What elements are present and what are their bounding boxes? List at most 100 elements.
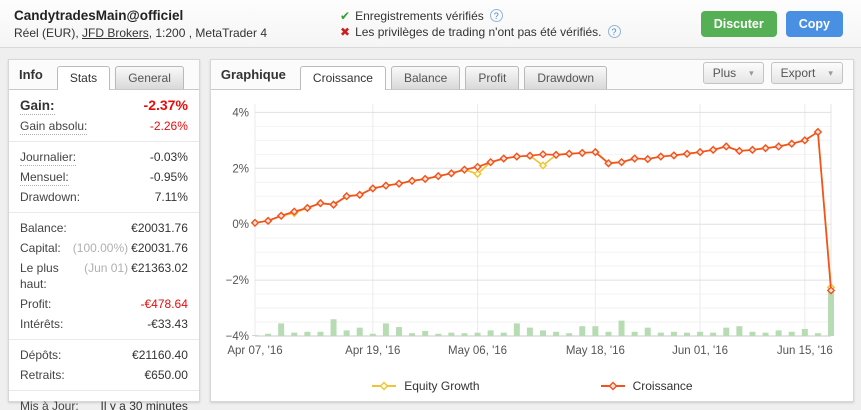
legend-label: Croissance — [632, 379, 693, 393]
verification-text: Les privilèges de trading n'ont pas été … — [355, 24, 602, 39]
verification-row-records: ✔ Enregistrements vérifiés ? — [340, 9, 701, 23]
verification-row-privileges: ✖ Les privilèges de trading n'ont pas ét… — [340, 25, 701, 39]
tab-balance[interactable]: Balance — [390, 66, 461, 89]
stat-label: Drawdown: — [20, 190, 81, 204]
tab-general[interactable]: General — [115, 66, 184, 89]
account-info: CandytradesMain@officiel Réel (EUR), JFD… — [14, 8, 340, 40]
svg-text:Jun 15, '16: Jun 15, '16 — [777, 345, 833, 357]
tab-croissance[interactable]: Croissance — [299, 66, 386, 90]
help-icon[interactable]: ? — [607, 25, 621, 38]
growth-chart[interactable]: 4% 2% 0% −2% −4% Apr 07, '16 Apr 19, '16 May 06… — [215, 96, 845, 368]
svg-text:−4%: −4% — [226, 331, 249, 343]
svg-text:May 06, '16: May 06, '16 — [448, 345, 507, 357]
stat-row: Journalier: -0.03% — [9, 147, 199, 167]
stat-label: Dépôts: — [20, 348, 62, 362]
cross-icon: ✖ — [340, 24, 351, 39]
stat-value: -2.37% — [143, 97, 188, 113]
stat-label: Balance: — [20, 221, 67, 235]
account-subtitle: Réel (EUR), JFD Brokers, 1:200 , MetaTra… — [14, 26, 340, 40]
stat-group: Mis à Jour:Il y a 30 minutesSuivi2 — [9, 391, 199, 410]
account-type: Réel (EUR), — [14, 25, 83, 40]
stat-row: Drawdown: 7.11% — [9, 187, 199, 207]
export-dropdown[interactable]: Export ▾ — [770, 62, 843, 84]
verification-text: Enregistrements vérifiés — [355, 8, 484, 23]
account-details: , 1:200 , MetaTrader 4 — [148, 25, 267, 40]
tab-profit[interactable]: Profit — [465, 66, 520, 89]
stat-value: (100.00%) €20031.76 — [72, 241, 188, 255]
stat-value: -€478.64 — [140, 297, 188, 311]
stats-groups: Gain: -2.37% Gain absolu: -2.26% Journalier:… — [9, 90, 199, 410]
stat-value: -2.26% — [149, 119, 188, 133]
stat-row: Balance: €20031.76 — [9, 218, 199, 238]
svg-text:Jun 01, '16: Jun 01, '16 — [672, 345, 728, 357]
copy-button[interactable]: Copy — [785, 10, 843, 37]
stat-row: Dépôts: €21160.40 — [9, 345, 199, 365]
chart-title-graphique[interactable]: Graphique — [220, 67, 286, 82]
help-icon[interactable]: ? — [489, 9, 503, 22]
stat-row: Retraits: €650.00 — [9, 365, 199, 385]
stat-row: Le plus haut: (Jun 01) €21363.02 — [9, 258, 199, 294]
plus-dropdown[interactable]: Plus ▾ — [702, 62, 764, 84]
tab-drawdown[interactable]: Drawdown — [524, 66, 608, 89]
stat-label: Gain absolu: — [20, 119, 88, 135]
stat-value: (Jun 01) €21363.02 — [84, 261, 188, 275]
tab-stats[interactable]: Stats — [56, 66, 111, 90]
legend-marker-icon — [372, 381, 397, 391]
chevron-down-icon: ▾ — [828, 67, 833, 78]
stat-label: Le plus haut: — [20, 261, 59, 291]
svg-text:4%: 4% — [232, 107, 249, 119]
legend-item[interactable]: Equity Growth — [371, 379, 480, 393]
stat-value: -€33.43 — [147, 317, 188, 331]
stat-row: Mis à Jour: Il y a 30 minutes — [9, 396, 199, 410]
svg-text:May 18, '16: May 18, '16 — [566, 345, 625, 357]
legend-label: Equity Growth — [404, 379, 480, 393]
stat-value: €21160.40 — [132, 348, 188, 362]
stat-value: 7.11% — [154, 190, 188, 204]
stat-group: Balance: €20031.76 Capital: (100.00%) €20031… — [9, 213, 199, 340]
check-icon: ✔ — [340, 8, 351, 23]
stat-value-prefix: (100.00%) — [72, 241, 129, 255]
sidebar-tabbar: Info Stats General — [9, 60, 199, 90]
chart-panel: Graphique Croissance Balance Profit Draw… — [209, 59, 854, 403]
account-header: CandytradesMain@officiel Réel (EUR), JFD… — [0, 0, 861, 48]
legend-marker-icon — [600, 381, 625, 391]
svg-text:2%: 2% — [232, 163, 249, 175]
stat-group: Gain: -2.37% Gain absolu: -2.26% — [9, 90, 199, 142]
account-name: CandytradesMain@officiel — [14, 7, 184, 23]
svg-text:Apr 19, '16: Apr 19, '16 — [345, 345, 400, 357]
export-dropdown-label: Export — [780, 66, 816, 80]
svg-text:0%: 0% — [232, 219, 249, 231]
info-sidebar: Info Stats General Gain: -2.37% Gain absol… — [8, 59, 200, 410]
chart-body: 4% 2% 0% −2% −4% Apr 07, '16 Apr 19, '16 May 06… — [211, 90, 853, 373]
legend-item[interactable]: Croissance — [600, 379, 693, 393]
stat-row: Mensuel: -0.95% — [9, 167, 199, 187]
broker-link[interactable]: JFD Brokers — [82, 25, 149, 40]
chart-menus: Plus ▾ Export ▾ — [702, 62, 843, 89]
stat-value-prefix: (Jun 01) — [84, 261, 129, 275]
chart-tabbar: Graphique Croissance Balance Profit Draw… — [210, 60, 853, 90]
stat-label: Mis à Jour: — [20, 399, 79, 410]
discuss-button[interactable]: Discuter — [700, 10, 777, 37]
svg-text:Apr 07, '16: Apr 07, '16 — [227, 345, 282, 357]
chevron-down-icon: ▾ — [749, 67, 754, 78]
stat-value: €650.00 — [144, 368, 188, 382]
chart-legend: Equity Growth Croissance — [211, 373, 853, 403]
stat-label: Capital: — [20, 241, 61, 255]
stat-group: Dépôts: €21160.40 Retraits: €650.00 — [9, 340, 199, 391]
stat-label: Journalier: — [20, 150, 77, 166]
stat-row: Intérêts: -€33.43 — [9, 314, 199, 334]
stat-label: Retraits: — [20, 368, 65, 382]
verification-block: ✔ Enregistrements vérifiés ? ✖ Les privi… — [340, 7, 701, 41]
stat-label: Intérêts: — [20, 317, 64, 331]
stat-label: Gain: — [20, 98, 55, 115]
stat-value: -0.03% — [149, 150, 188, 164]
sidebar-title-info[interactable]: Info — [19, 67, 43, 82]
stat-row: Gain: -2.37% — [9, 95, 199, 116]
plus-dropdown-label: Plus — [712, 66, 737, 80]
main-content: Info Stats General Gain: -2.37% Gain absol… — [0, 48, 861, 410]
stat-label: Profit: — [20, 297, 52, 311]
stat-row: Capital: (100.00%) €20031.76 — [9, 238, 199, 258]
header-buttons: Discuter Copy — [700, 10, 847, 37]
stat-value: Il y a 30 minutes — [100, 399, 188, 410]
stat-row: Gain absolu: -2.26% — [9, 116, 199, 136]
